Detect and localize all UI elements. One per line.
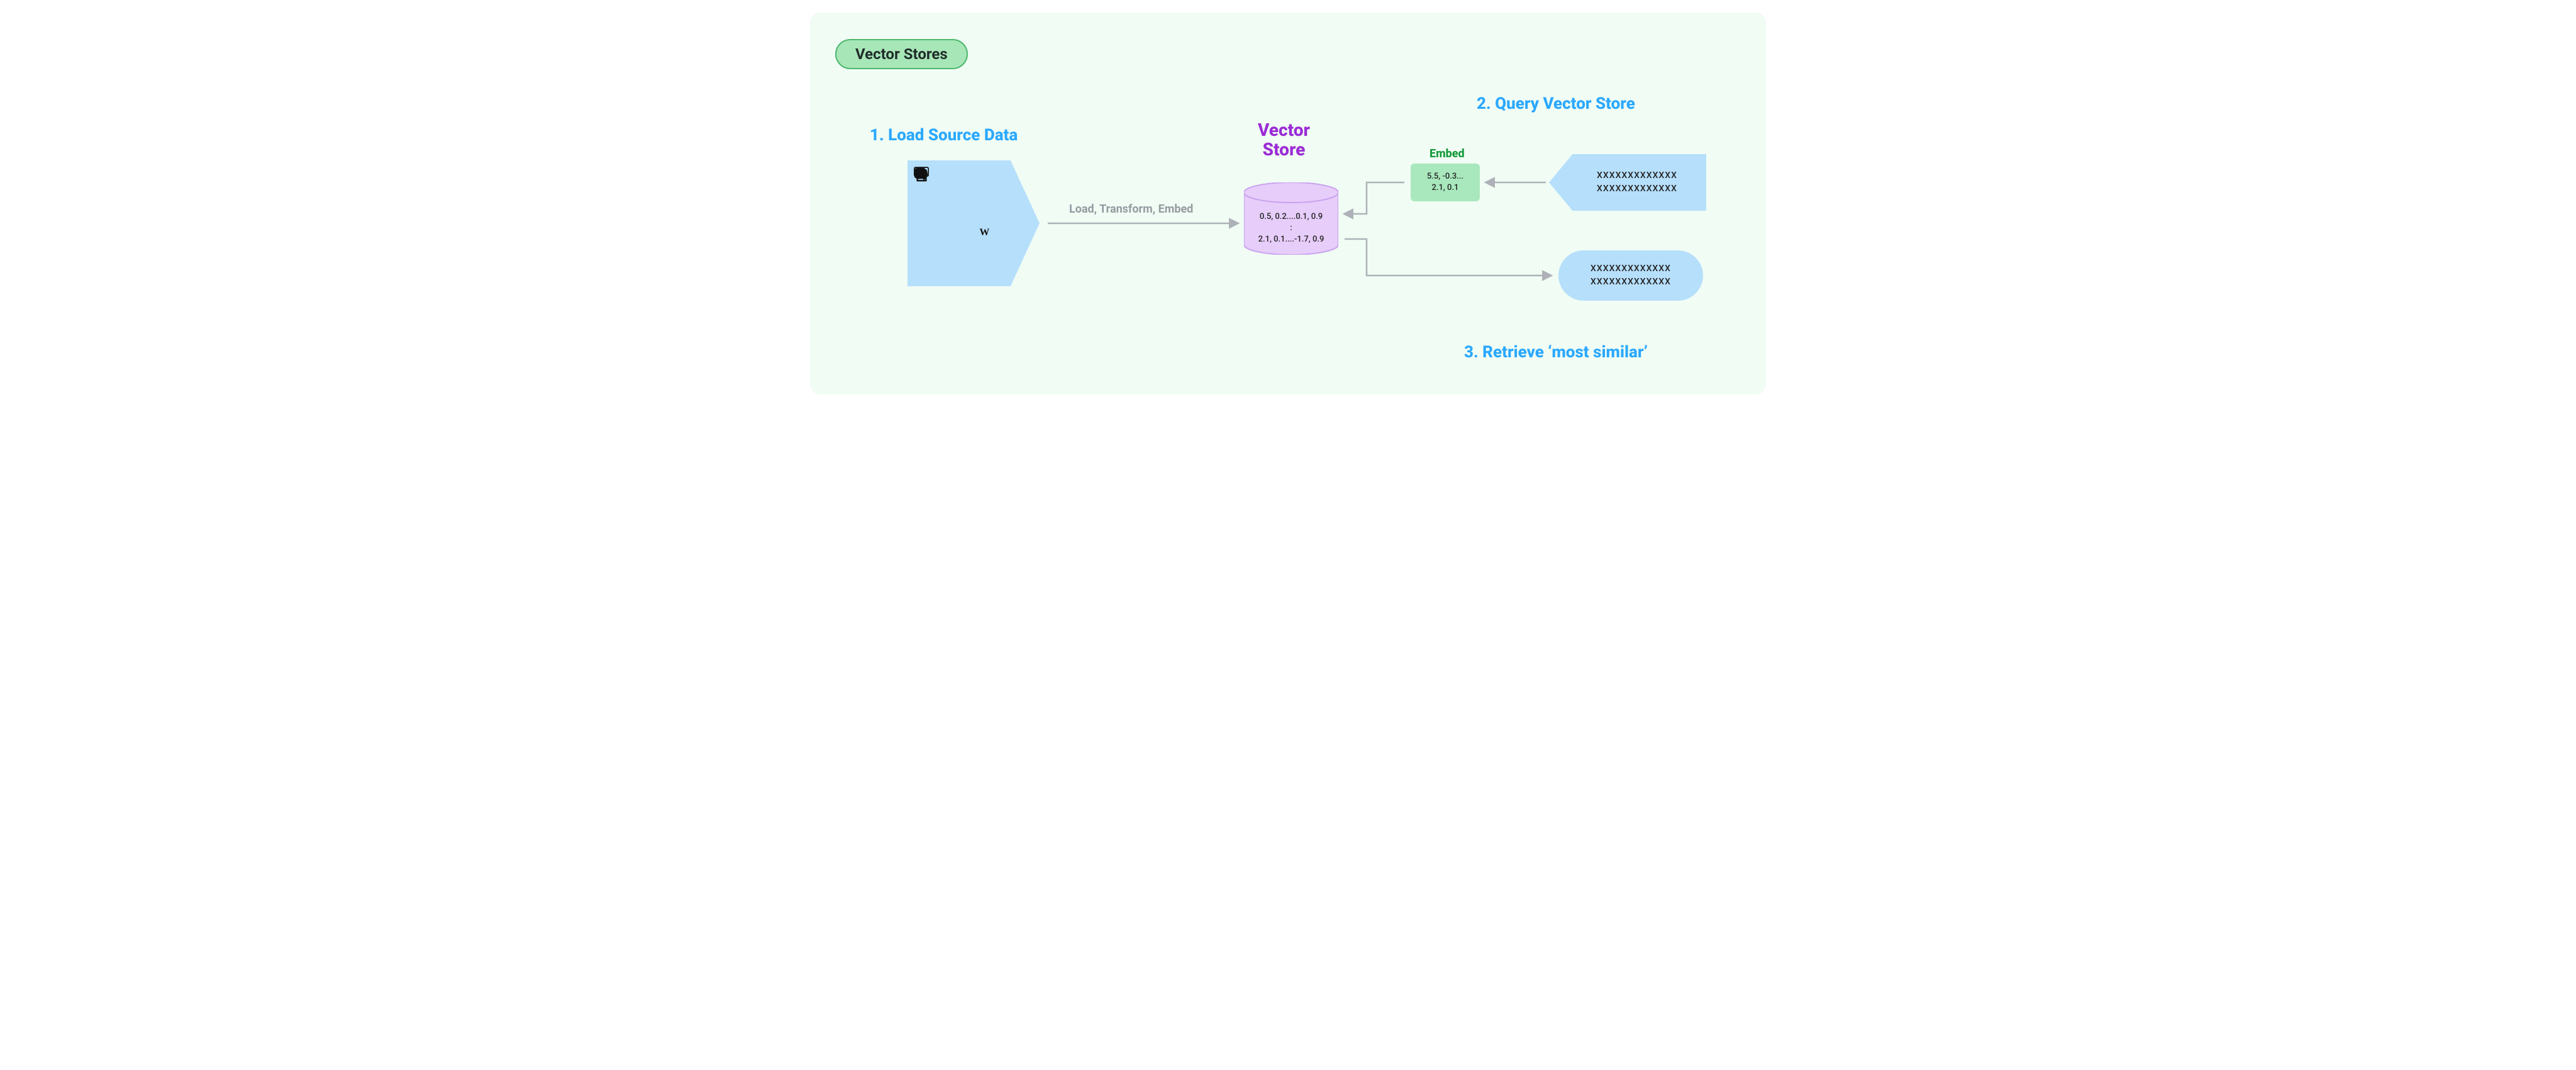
result-line-2: XXXXXXXXXXXXX: [1591, 276, 1671, 289]
doc-badge-icon: DOC: [936, 206, 952, 222]
vector-line-2: :: [1244, 223, 1338, 234]
discord-icon: [956, 167, 972, 184]
mail-icon: [936, 243, 952, 260]
file2-icon: [936, 225, 952, 241]
vector-store-title-line2: Store: [1263, 139, 1306, 160]
txt-badge-icon: TXT: [956, 206, 972, 222]
blank-icon: [976, 263, 992, 279]
vector-store-cylinder: 0.5, 0.2....0.1, 0.9 : 2.1, 0.1....-1.7,…: [1244, 182, 1338, 255]
blank-icon: [976, 167, 992, 184]
blank-icon: [997, 225, 1013, 241]
image-icon: [956, 186, 972, 203]
md-icon: [915, 225, 931, 241]
csv-badge-icon: CSV: [997, 206, 1013, 222]
step-1-label: 1. Load Source Data: [870, 126, 1018, 145]
diagram-canvas: Vector Stores 1. Load Source Data 2. Que…: [797, 0, 1779, 407]
vector-store-title: Vector Store: [1258, 121, 1310, 160]
blank-icon: [997, 243, 1013, 260]
folder-icon: [976, 243, 992, 260]
query-line-1: XXXXXXXXXXXXX: [1597, 169, 1677, 182]
load-transform-embed-label: Load, Transform, Embed: [1069, 203, 1193, 216]
step-2-label: 2. Query Vector Store: [1477, 94, 1635, 113]
youtube-icon: [936, 167, 952, 184]
cylinder-text: 0.5, 0.2....0.1, 0.9 : 2.1, 0.1....-1.7,…: [1244, 211, 1338, 246]
title-pill: Vector Stores: [835, 39, 968, 69]
blank-icon: [997, 167, 1013, 184]
wiki-icon: W: [976, 225, 992, 241]
vector-store-title-line1: Vector: [1258, 120, 1310, 140]
code-icon: [956, 225, 972, 241]
embed-line-1: 5.5, -0.3...: [1427, 171, 1463, 182]
twitter-icon: [915, 243, 931, 260]
query-text: XXXXXXXXXXXXX XXXXXXXXXXXXX: [1574, 154, 1700, 211]
file-icon: [915, 186, 931, 203]
vector-line-1: 0.5, 0.2....0.1, 0.9: [1244, 211, 1338, 223]
embed-label: Embed: [1430, 147, 1465, 160]
source-icons-grid: PDF DOCTXTPPT CSV W3: [914, 167, 1014, 280]
query-shape: XXXXXXXXXXXXX XXXXXXXXXXXXX: [1549, 154, 1706, 211]
blank-icon: [997, 263, 1013, 279]
github-icon: [936, 186, 952, 203]
css3-icon: 3: [956, 243, 972, 260]
result-line-1: XXXXXXXXXXXXX: [1591, 262, 1671, 276]
file-icon: [915, 263, 931, 279]
file-icon: [956, 263, 972, 279]
drive-icon: [976, 186, 992, 203]
step-3-label: 3. Retrieve ‘most similar’: [1464, 343, 1648, 362]
embed-box: 5.5, -0.3... 2.1, 0.1: [1411, 164, 1480, 201]
pdf-badge-icon: PDF: [915, 206, 931, 222]
embed-line-2: 2.1, 0.1: [1432, 182, 1459, 194]
source-data-shape: PDF DOCTXTPPT CSV W3: [908, 160, 1040, 286]
title-text: Vector Stores: [855, 45, 948, 63]
doc-icon: [936, 263, 952, 279]
ppt-badge-icon: PPT: [976, 206, 992, 222]
query-line-2: XXXXXXXXXXXXX: [1597, 182, 1677, 196]
blank-icon: [997, 186, 1013, 203]
result-pill: XXXXXXXXXXXXX XXXXXXXXXXXXX: [1558, 250, 1703, 301]
vector-line-3: 2.1, 0.1....-1.7, 0.9: [1244, 234, 1338, 245]
